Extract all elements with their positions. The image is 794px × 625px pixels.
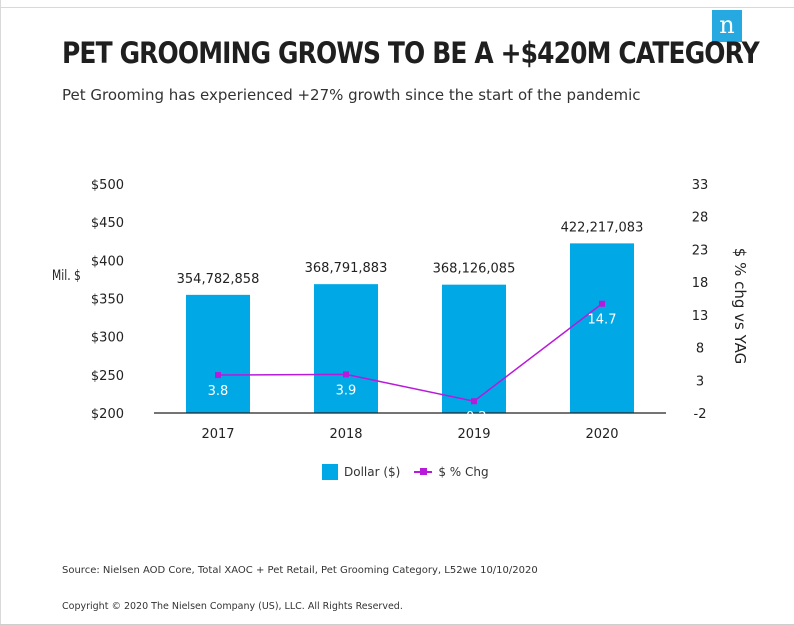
y-tick-label: $250	[91, 369, 124, 384]
y2-tick-label: 3	[696, 374, 704, 389]
y-tick-label: $300	[91, 331, 124, 346]
legend-line-swatch	[414, 467, 433, 477]
copyright-note: Copyright © 2020 The Nielsen Company (US…	[62, 601, 403, 612]
y2-tick-label: 23	[692, 243, 709, 258]
bar-data-label: 368,791,883	[305, 261, 388, 276]
bar	[186, 294, 250, 413]
line-data-label: 14.7	[588, 313, 617, 328]
line-point	[215, 372, 221, 379]
x-tick-label: 2020	[585, 427, 618, 442]
source-note: Source: Nielsen AOD Core, Total XAOC + P…	[62, 565, 538, 576]
y-axis-label: Mil. $	[52, 268, 81, 284]
y2-tick-label: 33	[692, 178, 709, 193]
bar-data-label: 354,782,858	[177, 272, 260, 287]
y2-tick-label: 13	[692, 309, 709, 324]
line-data-label: -0.2	[461, 410, 486, 425]
line-point	[471, 398, 477, 405]
top-rule	[0, 7, 794, 8]
y2-tick-label: 28	[692, 211, 709, 226]
y-tick-label: $350	[91, 293, 124, 308]
x-tick-label: 2017	[201, 427, 234, 442]
left-rule	[0, 0, 1, 625]
bar-data-label: 368,126,085	[433, 262, 516, 277]
y2-tick-label: 18	[692, 276, 709, 291]
y-tick-label: $450	[91, 216, 124, 231]
line-point	[343, 371, 349, 378]
legend: Dollar ($) $ % Chg	[322, 462, 489, 482]
line-data-label: 3.9	[336, 383, 357, 398]
x-tick-label: 2019	[457, 427, 490, 442]
chart-subtitle: Pet Grooming has experienced +27% growth…	[62, 86, 641, 104]
y-tick-label: $200	[91, 407, 124, 422]
x-tick-label: 2018	[329, 427, 362, 442]
y-tick-label: $500	[91, 178, 124, 193]
series-line-pct-chg	[217, 303, 603, 403]
y2-tick-label: 8	[696, 342, 704, 357]
legend-bar-swatch	[322, 464, 338, 480]
y2-tick-label: -2	[694, 407, 707, 422]
y-tick-label: $400	[91, 254, 124, 269]
line-point	[599, 300, 605, 307]
bar-data-label: 422,217,083	[561, 220, 644, 235]
legend-bar-label: Dollar ($)	[344, 465, 401, 479]
legend-line-label: $ % Chg	[438, 465, 489, 479]
chart-title: PET GROOMING GROWS TO BE A +$420M CATEGO…	[62, 36, 760, 70]
nielsen-logo: n	[712, 10, 742, 42]
line-data-label: 3.8	[208, 384, 229, 399]
bar	[314, 284, 378, 413]
bar	[570, 243, 634, 413]
bar	[442, 284, 506, 413]
